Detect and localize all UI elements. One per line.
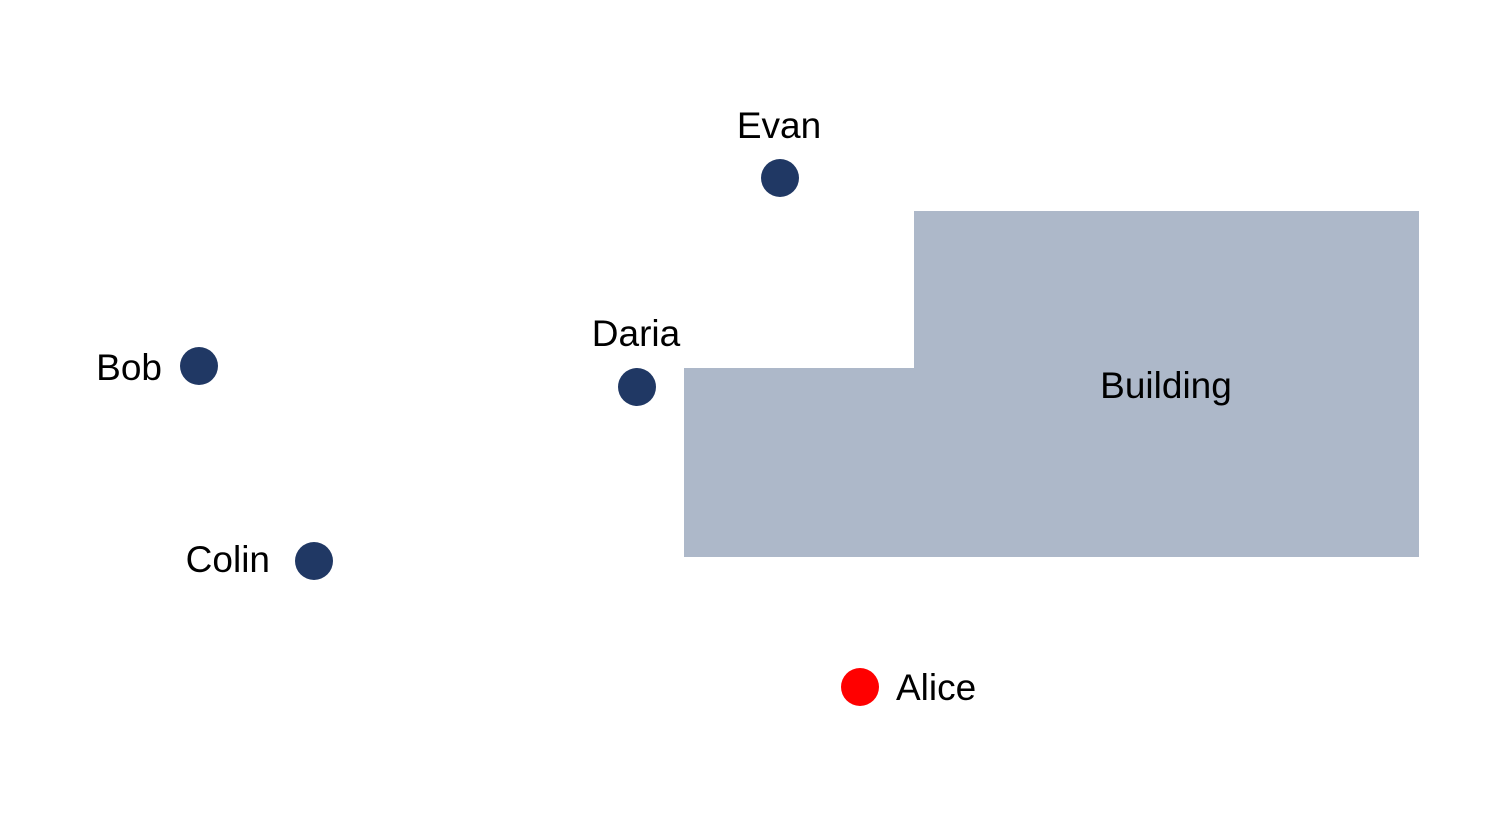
person-alice: Alice <box>841 667 976 708</box>
person-bob: Bob <box>96 347 218 388</box>
person-daria: Daria <box>592 313 681 406</box>
person-colin: Colin <box>186 539 333 580</box>
person-label-colin: Colin <box>186 539 270 580</box>
building-label: Building <box>1100 365 1232 406</box>
person-evan: Evan <box>737 105 821 197</box>
person-label-evan: Evan <box>737 105 821 146</box>
person-marker-evan <box>761 159 799 197</box>
person-marker-colin <box>295 542 333 580</box>
person-label-bob: Bob <box>96 347 162 388</box>
person-label-alice: Alice <box>896 667 976 708</box>
person-marker-daria <box>618 368 656 406</box>
person-label-daria: Daria <box>592 313 681 354</box>
person-marker-bob <box>180 347 218 385</box>
person-marker-alice <box>841 668 879 706</box>
building-shape <box>684 211 1419 557</box>
